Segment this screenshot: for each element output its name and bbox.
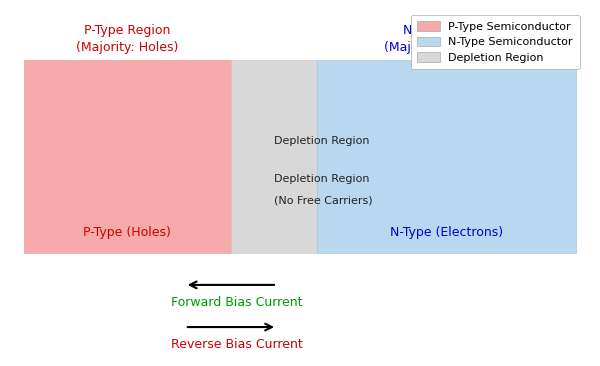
- Text: Forward Bias Current: Forward Bias Current: [171, 296, 302, 309]
- Text: N-Type (Electrons): N-Type (Electrons): [391, 226, 503, 239]
- Legend: P-Type Semiconductor, N-Type Semiconductor, Depletion Region: P-Type Semiconductor, N-Type Semiconduct…: [410, 15, 580, 69]
- Text: (No Free Carriers): (No Free Carriers): [274, 195, 373, 206]
- Text: P-Type (Holes): P-Type (Holes): [83, 226, 171, 239]
- Bar: [231, 60, 317, 253]
- Text: Reverse Bias Current: Reverse Bias Current: [171, 338, 302, 351]
- Bar: [23, 60, 231, 253]
- Text: N-Type Region
(Majority: Electrons): N-Type Region (Majority: Electrons): [384, 24, 509, 54]
- Text: Depletion Region: Depletion Region: [274, 175, 370, 184]
- Bar: [317, 60, 577, 253]
- Text: P-Type Region
(Majority: Holes): P-Type Region (Majority: Holes): [76, 24, 178, 54]
- Text: Depletion Region: Depletion Region: [274, 136, 370, 146]
